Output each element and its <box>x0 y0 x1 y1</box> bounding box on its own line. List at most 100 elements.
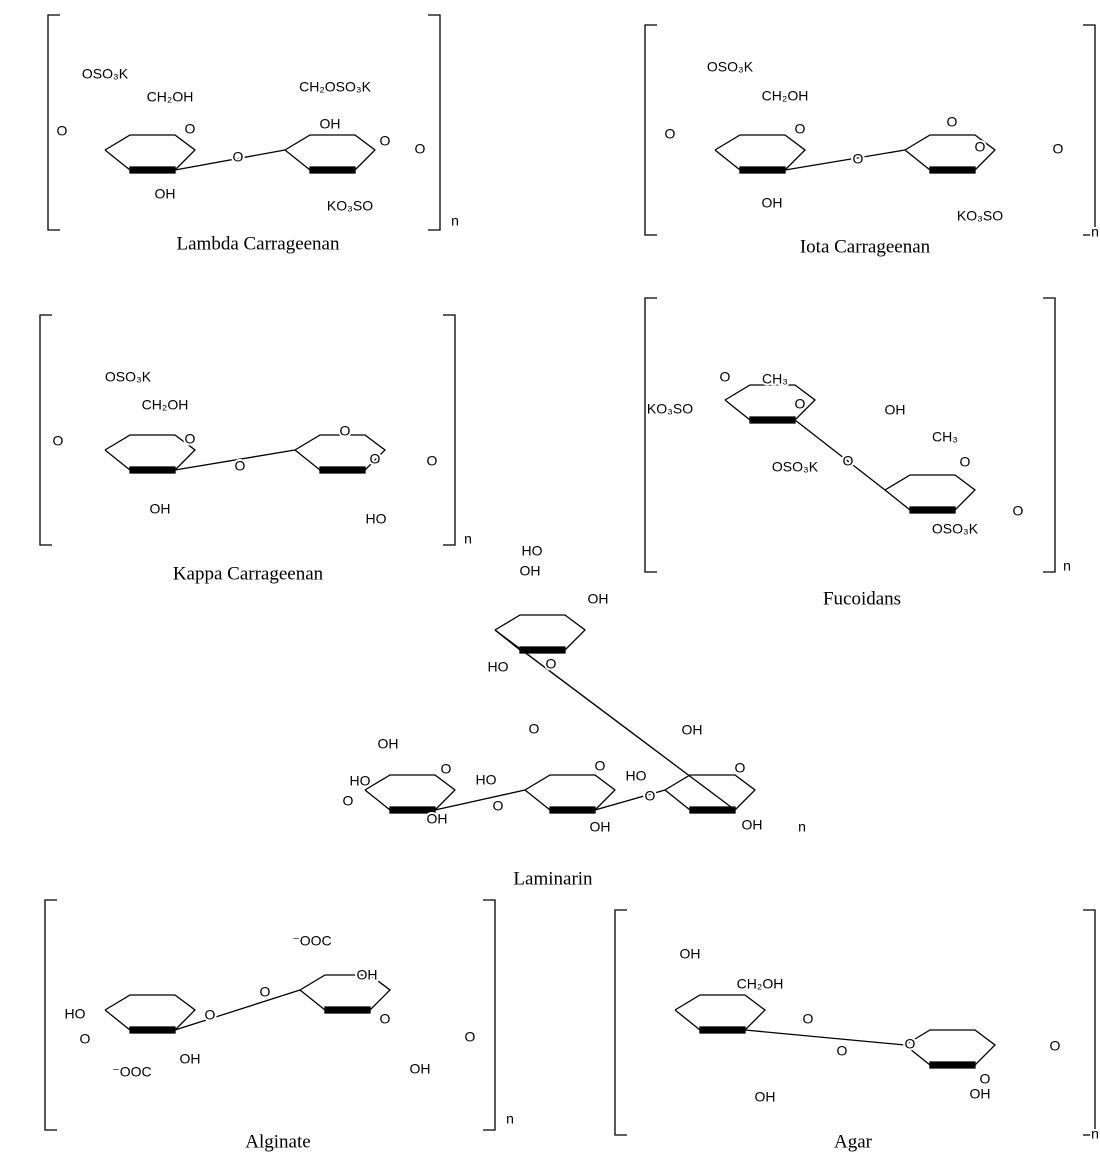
atom-label: OH <box>378 736 399 752</box>
bracket <box>44 899 57 1131</box>
atom-label: OH <box>742 817 763 833</box>
atom-label: O <box>735 760 746 776</box>
linkage-bond <box>794 419 886 491</box>
atom-label: O <box>370 451 381 467</box>
atom-label: O <box>645 788 656 804</box>
atom-label: OH <box>680 946 701 962</box>
atom-label: n <box>1063 558 1071 574</box>
ring <box>884 474 976 511</box>
atom-label: OH <box>762 195 783 211</box>
atom-label: OH <box>588 591 609 607</box>
bracket <box>1083 24 1096 236</box>
atom-label: O <box>380 1011 391 1027</box>
ring-front <box>909 506 956 514</box>
ring <box>294 434 386 471</box>
atom-label: HO <box>476 772 497 788</box>
structure-name: Agar <box>834 1131 873 1152</box>
atom-label: O <box>441 761 452 777</box>
atom-label: O <box>595 758 606 774</box>
atom-label: KO₃SO <box>647 401 693 417</box>
ring-front <box>319 466 366 474</box>
ring-front <box>389 806 436 814</box>
atom-label: O <box>529 721 540 737</box>
structure-name: Kappa Carrageenan <box>173 563 324 584</box>
atom-label: OH <box>150 501 171 517</box>
atom-label: OH <box>320 116 341 132</box>
atom-label: ⁻OOC <box>292 933 331 949</box>
atom-label: O <box>233 149 244 165</box>
atom-label: n <box>1091 1126 1099 1142</box>
atom-label: KO₃SO <box>957 208 1003 224</box>
structure-name: Lambda Carrageenan <box>177 233 340 254</box>
linkage-bond <box>174 989 301 1031</box>
ring-front <box>129 1026 176 1034</box>
atom-label: OH <box>180 1051 201 1067</box>
atom-label: O <box>343 793 354 809</box>
ring <box>664 774 756 811</box>
atom-label: OSO₃K <box>932 521 979 537</box>
atom-label: OH <box>682 722 703 738</box>
atom-label: n <box>451 213 459 229</box>
bracket <box>428 14 441 231</box>
structure-name: Fucoidans <box>823 588 901 609</box>
atom-label: OH <box>357 967 378 983</box>
atom-label: O <box>235 458 246 474</box>
atom-label: n <box>464 531 472 547</box>
atom-label: HO <box>350 773 371 789</box>
structure-name: Laminarin <box>513 868 593 889</box>
bracket <box>47 14 60 231</box>
ring-front <box>129 166 176 174</box>
linkage-bond <box>174 149 286 171</box>
atom-label: O <box>205 1007 216 1023</box>
ring-front <box>309 166 356 174</box>
atom-label: HO <box>522 543 543 559</box>
atom-label: OH <box>885 402 906 418</box>
ring <box>674 994 766 1031</box>
ring <box>724 384 816 421</box>
linkage-bond <box>744 1029 906 1046</box>
atom-label: O <box>720 369 731 385</box>
ring <box>299 974 391 1011</box>
atom-label: OH <box>410 1061 431 1077</box>
atom-label: O <box>803 1011 814 1027</box>
ring-front <box>929 1061 976 1069</box>
atom-label: HO <box>65 1006 86 1022</box>
ring-front <box>129 466 176 474</box>
atom-label: KO₃SO <box>327 198 373 214</box>
atom-label: O <box>185 121 196 137</box>
atom-label: O <box>465 1029 476 1045</box>
ring-front <box>519 646 566 654</box>
ring <box>714 134 806 171</box>
ring-front <box>739 166 786 174</box>
atom-label: CH₂OSO₃K <box>299 79 371 95</box>
atom-label: OH <box>427 811 448 827</box>
bracket <box>644 297 657 573</box>
atom-label: O <box>427 453 438 469</box>
ring <box>104 134 196 171</box>
ring <box>494 614 586 651</box>
atom-label: O <box>837 1043 848 1059</box>
atom-label: OH <box>755 1089 776 1105</box>
atom-label: O <box>260 984 271 1000</box>
atom-label: O <box>546 656 557 672</box>
bracket <box>1043 297 1056 573</box>
atom-label: O <box>1053 141 1064 157</box>
atom-label: HO <box>626 768 647 784</box>
atom-label: O <box>1013 503 1024 519</box>
atom-label: O <box>493 798 504 814</box>
bracket <box>39 314 52 546</box>
atom-label: O <box>57 123 68 139</box>
atom-label: O <box>185 431 196 447</box>
atom-label: O <box>380 133 391 149</box>
ring <box>104 434 196 471</box>
atom-label: ⁻OOC <box>112 1064 151 1080</box>
atom-label: CH₂OH <box>147 89 194 105</box>
atom-label: n <box>1091 224 1099 240</box>
linkage-bond <box>594 789 666 811</box>
ring-front <box>929 166 976 174</box>
ring <box>104 994 196 1031</box>
atom-label: O <box>1050 1038 1061 1054</box>
atom-label: O <box>340 423 351 439</box>
atom-label: HO <box>488 659 509 675</box>
linkage-bond <box>494 629 736 811</box>
